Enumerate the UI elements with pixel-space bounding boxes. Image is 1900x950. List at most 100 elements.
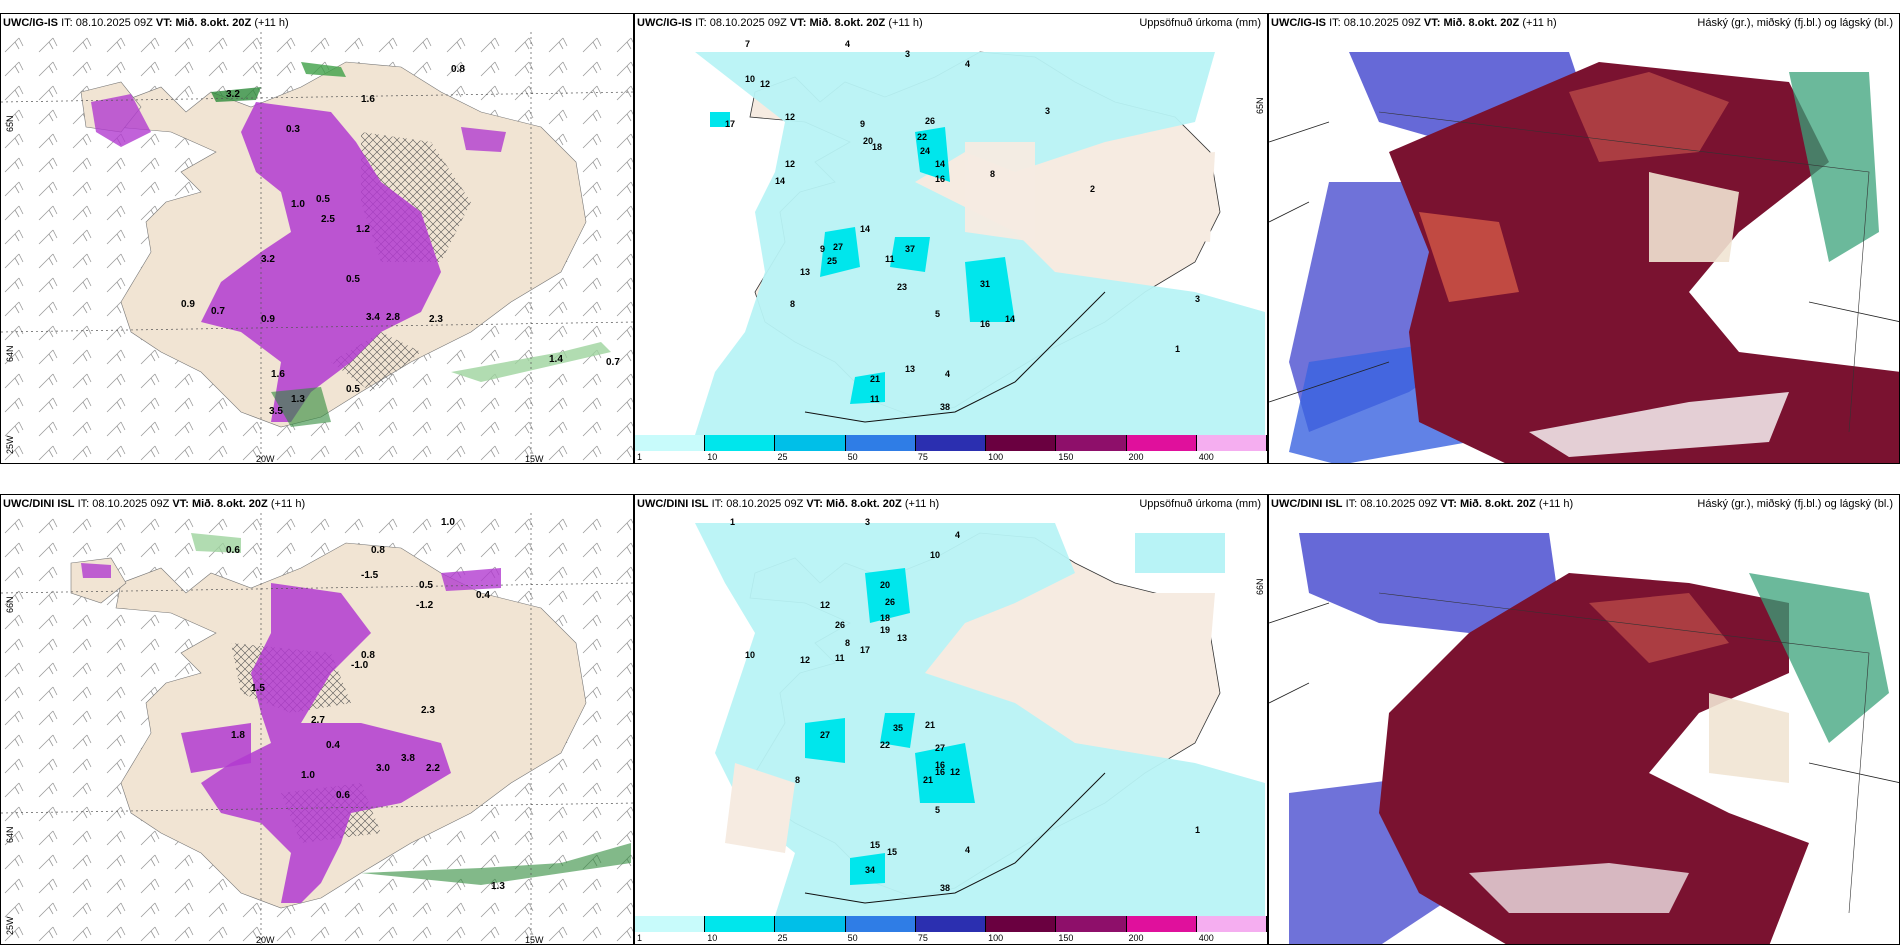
- svg-text:14: 14: [935, 159, 945, 169]
- svg-text:14: 14: [860, 224, 870, 234]
- svg-text:12: 12: [950, 767, 960, 777]
- svg-text:0.6: 0.6: [226, 545, 240, 556]
- lat-label: 65N: [1255, 97, 1265, 114]
- colorbar-tick: 50: [847, 933, 858, 943]
- svg-text:0.9: 0.9: [261, 314, 275, 325]
- colorbar-tick: 1: [637, 933, 643, 943]
- colorbar-tick: 200: [1128, 452, 1144, 462]
- svg-text:10: 10: [745, 650, 755, 660]
- colorbar-tick: 25: [777, 452, 788, 462]
- svg-text:27: 27: [935, 743, 945, 753]
- svg-text:2.7: 2.7: [311, 715, 325, 726]
- svg-text:37: 37: [905, 244, 915, 254]
- svg-text:12: 12: [820, 600, 830, 610]
- colorbar-tick: 200: [1128, 933, 1144, 943]
- svg-text:18: 18: [880, 613, 890, 623]
- svg-text:11: 11: [885, 254, 895, 264]
- svg-text:16: 16: [935, 767, 945, 777]
- svg-text:8: 8: [845, 638, 850, 648]
- colorbar-tick: 100: [988, 452, 1004, 462]
- svg-text:3.2: 3.2: [226, 89, 240, 100]
- panel-r1-cloud: UWC/IG-IS IT: 08.10.2025 09Z VT: Mið. 8.…: [1268, 13, 1900, 464]
- colorbar-tick: 1: [637, 452, 643, 462]
- svg-text:1.5: 1.5: [251, 683, 265, 694]
- colorbar-segment: [1056, 916, 1127, 932]
- colorbar-segment: [775, 916, 846, 932]
- lon-label: 15W: [525, 935, 544, 945]
- colorbar: 1 10 25 50 75 100 150 200 400: [635, 435, 1267, 463]
- svg-text:1.6: 1.6: [271, 369, 285, 380]
- svg-text:0.7: 0.7: [211, 306, 225, 317]
- panel-header: UWC/IG-IS IT: 08.10.2025 09Z VT: Mið. 8.…: [3, 17, 289, 29]
- map-r1-p3: [1269, 32, 1899, 463]
- svg-text:21: 21: [923, 775, 933, 785]
- svg-text:35: 35: [893, 723, 903, 733]
- colorbar-segment: [1126, 916, 1197, 932]
- colorbar-segment: [635, 916, 706, 932]
- svg-text:3: 3: [865, 517, 870, 527]
- lon-label: 15W: [525, 454, 544, 464]
- colorbar-segment: [1056, 435, 1127, 451]
- svg-text:1.0: 1.0: [441, 517, 455, 528]
- panel-header: UWC/DINI ISL IT: 08.10.2025 09Z VT: Mið.…: [3, 498, 306, 510]
- svg-text:0.8: 0.8: [371, 545, 385, 556]
- svg-text:25: 25: [827, 256, 837, 266]
- svg-text:3.4: 3.4: [366, 312, 380, 323]
- panel-r1-accum-precip: UWC/IG-IS IT: 08.10.2025 09Z VT: Mið. 8.…: [634, 13, 1268, 464]
- colorbar-tick: 100: [988, 933, 1004, 943]
- svg-text:14: 14: [775, 176, 785, 186]
- lat-label: 65N: [5, 115, 15, 132]
- svg-text:2.2: 2.2: [426, 763, 440, 774]
- svg-text:17: 17: [725, 119, 735, 129]
- svg-text:20: 20: [863, 136, 873, 146]
- svg-text:16: 16: [980, 319, 990, 329]
- svg-text:8: 8: [790, 299, 795, 309]
- svg-text:1: 1: [1175, 344, 1180, 354]
- colorbar-segment: [986, 916, 1057, 932]
- svg-text:16: 16: [935, 174, 945, 184]
- svg-text:3.5: 3.5: [269, 406, 283, 417]
- svg-text:3: 3: [1045, 106, 1050, 116]
- svg-text:24: 24: [920, 146, 930, 156]
- colorbar-tick: 150: [1058, 452, 1074, 462]
- svg-text:12: 12: [760, 79, 770, 89]
- svg-text:2: 2: [1090, 184, 1095, 194]
- svg-text:1.0: 1.0: [291, 199, 305, 210]
- colorbar-tick: 400: [1198, 933, 1214, 943]
- svg-text:19: 19: [880, 625, 890, 635]
- svg-text:0.3: 0.3: [286, 124, 300, 135]
- svg-text:0.9: 0.9: [181, 299, 195, 310]
- svg-text:11: 11: [870, 394, 880, 404]
- svg-text:9: 9: [860, 119, 865, 129]
- svg-text:-1.5: -1.5: [361, 570, 379, 581]
- svg-text:0.7: 0.7: [606, 357, 620, 368]
- lat-label: 25W: [5, 435, 15, 454]
- panel-r1-precip-wind: UWC/IG-IS IT: 08.10.2025 09Z VT: Mið. 8.…: [0, 13, 634, 464]
- svg-text:2.5: 2.5: [321, 214, 335, 225]
- high-cloud-maroon: [1389, 62, 1899, 463]
- svg-text:21: 21: [925, 720, 935, 730]
- svg-text:2.3: 2.3: [421, 705, 435, 716]
- panel-header: UWC/DINI ISL IT: 08.10.2025 09Z VT: Mið.…: [1271, 498, 1574, 510]
- svg-text:34: 34: [865, 865, 875, 875]
- svg-text:8: 8: [795, 775, 800, 785]
- svg-text:31: 31: [980, 279, 990, 289]
- svg-text:26: 26: [885, 597, 895, 607]
- svg-text:21: 21: [870, 374, 880, 384]
- lon-label: 20W: [256, 935, 275, 945]
- svg-text:15: 15: [870, 840, 880, 850]
- svg-text:0.4: 0.4: [476, 590, 490, 601]
- svg-text:13: 13: [897, 633, 907, 643]
- svg-text:27: 27: [820, 730, 830, 740]
- svg-text:12: 12: [785, 159, 795, 169]
- svg-text:0.5: 0.5: [346, 384, 360, 395]
- svg-text:26: 26: [835, 620, 845, 630]
- map-r2-p2: 1 3 4 10 10 12 26 20 26 18 19 13 8 17 11…: [635, 513, 1267, 916]
- svg-text:10: 10: [930, 550, 940, 560]
- svg-text:0.6: 0.6: [336, 790, 350, 801]
- colorbar-segment: [775, 435, 846, 451]
- panel-header: UWC/DINI ISL IT: 08.10.2025 09Z VT: Mið.…: [637, 498, 940, 510]
- svg-text:20: 20: [880, 580, 890, 590]
- svg-text:18: 18: [872, 142, 882, 152]
- colorbar-tick: 400: [1198, 452, 1214, 462]
